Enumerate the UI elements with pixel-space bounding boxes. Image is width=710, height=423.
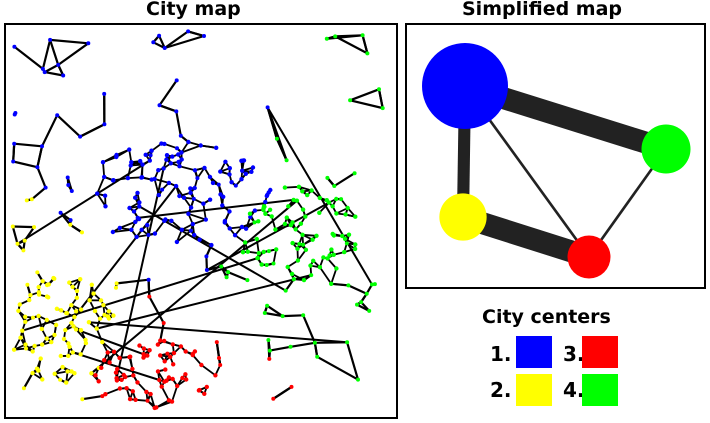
simplified-node-1 xyxy=(422,43,508,129)
simplified-node-2 xyxy=(439,193,487,241)
city-map-panel xyxy=(4,23,398,419)
legend-swatch-yellow xyxy=(516,374,552,406)
simplified-map-panel xyxy=(405,23,706,289)
legend-swatch-green xyxy=(582,374,618,406)
city-centers-title: City centers xyxy=(482,306,611,328)
simplified-map-graph xyxy=(422,43,691,279)
simplified-node-4 xyxy=(641,124,691,174)
simplified-node-3 xyxy=(567,235,611,279)
street-lines xyxy=(11,30,384,409)
legend-number-2: 2. xyxy=(490,378,512,402)
legend-number-3: 3. xyxy=(563,342,585,366)
legend-number-1: 1. xyxy=(490,342,512,366)
city-map-title: City map xyxy=(146,0,241,20)
legend-swatch-red xyxy=(582,336,618,368)
simplified-map-title: Simplified map xyxy=(462,0,623,20)
city-map-network xyxy=(10,29,385,411)
legend-number-4: 4. xyxy=(563,378,585,402)
street-intersections xyxy=(10,29,385,411)
legend-swatch-blue xyxy=(516,336,552,368)
